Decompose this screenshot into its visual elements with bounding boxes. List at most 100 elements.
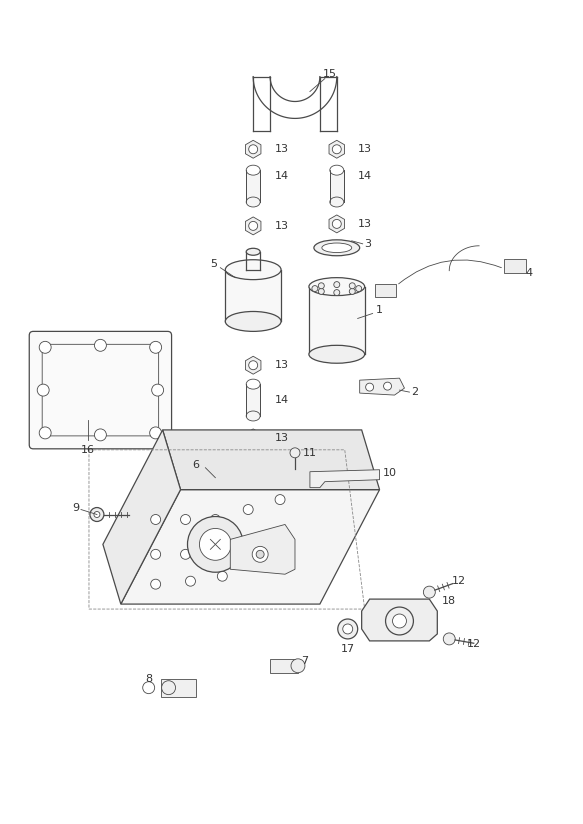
Ellipse shape <box>225 260 281 279</box>
Circle shape <box>210 550 220 559</box>
Text: 14: 14 <box>275 171 289 181</box>
Circle shape <box>332 145 341 154</box>
Ellipse shape <box>246 165 260 176</box>
Text: 6: 6 <box>192 460 199 470</box>
Circle shape <box>150 514 161 524</box>
Ellipse shape <box>322 243 352 253</box>
Circle shape <box>291 659 305 672</box>
Bar <box>309 287 364 354</box>
Circle shape <box>318 288 324 294</box>
Polygon shape <box>361 599 437 641</box>
Circle shape <box>150 550 161 559</box>
Circle shape <box>343 624 353 634</box>
Circle shape <box>392 614 406 628</box>
Circle shape <box>185 576 195 586</box>
FancyBboxPatch shape <box>29 331 171 449</box>
Circle shape <box>181 514 191 524</box>
Circle shape <box>150 427 161 439</box>
Ellipse shape <box>314 240 360 255</box>
Ellipse shape <box>246 248 260 255</box>
Circle shape <box>243 504 253 514</box>
Text: 5: 5 <box>210 259 217 269</box>
Circle shape <box>366 383 374 391</box>
Circle shape <box>243 540 253 550</box>
Circle shape <box>385 607 413 635</box>
Circle shape <box>181 550 191 559</box>
Circle shape <box>384 382 392 390</box>
Text: 1: 1 <box>376 306 383 316</box>
Bar <box>330 171 344 202</box>
Circle shape <box>39 427 51 439</box>
Circle shape <box>338 619 358 639</box>
Circle shape <box>356 286 361 292</box>
Circle shape <box>249 222 258 231</box>
Circle shape <box>423 586 436 598</box>
Circle shape <box>275 494 285 504</box>
Text: 13: 13 <box>357 144 371 154</box>
Circle shape <box>249 145 258 154</box>
Circle shape <box>161 681 175 695</box>
Text: 11: 11 <box>303 447 317 458</box>
Circle shape <box>349 288 355 294</box>
Polygon shape <box>360 378 405 395</box>
Text: 13: 13 <box>357 219 371 229</box>
FancyBboxPatch shape <box>42 344 159 436</box>
Ellipse shape <box>309 278 364 296</box>
Circle shape <box>150 341 161 353</box>
Text: 14: 14 <box>275 395 289 405</box>
Ellipse shape <box>330 197 344 207</box>
Circle shape <box>94 339 106 351</box>
Text: 4: 4 <box>525 268 532 278</box>
Bar <box>246 171 260 202</box>
Circle shape <box>252 546 268 562</box>
Polygon shape <box>245 217 261 235</box>
Circle shape <box>334 282 340 288</box>
Circle shape <box>217 571 227 581</box>
Circle shape <box>152 384 164 396</box>
Ellipse shape <box>246 379 260 389</box>
Polygon shape <box>329 215 345 233</box>
Ellipse shape <box>330 165 344 176</box>
Polygon shape <box>230 524 295 574</box>
Ellipse shape <box>309 345 364 363</box>
Bar <box>246 384 260 416</box>
Circle shape <box>249 361 258 370</box>
Circle shape <box>39 341 51 353</box>
Polygon shape <box>310 470 380 488</box>
Circle shape <box>188 517 243 572</box>
Polygon shape <box>163 430 380 489</box>
Circle shape <box>318 283 324 288</box>
Bar <box>504 259 526 273</box>
Text: 13: 13 <box>275 360 289 370</box>
Text: 12: 12 <box>452 576 466 586</box>
Text: 17: 17 <box>340 644 355 654</box>
Circle shape <box>332 219 341 228</box>
Polygon shape <box>329 140 345 158</box>
Text: 3: 3 <box>364 239 371 249</box>
Ellipse shape <box>225 311 281 331</box>
Bar <box>161 679 196 696</box>
Circle shape <box>199 528 231 560</box>
Circle shape <box>249 433 258 442</box>
Ellipse shape <box>246 197 260 207</box>
Polygon shape <box>245 429 261 447</box>
Circle shape <box>334 289 340 296</box>
Circle shape <box>90 508 104 522</box>
Text: 16: 16 <box>81 445 95 455</box>
Circle shape <box>443 633 455 645</box>
Circle shape <box>94 429 106 441</box>
Polygon shape <box>121 489 380 604</box>
Text: 2: 2 <box>411 387 418 397</box>
Text: 9: 9 <box>72 503 80 513</box>
Bar <box>225 269 281 321</box>
Text: 13: 13 <box>275 433 289 442</box>
Text: 13: 13 <box>275 221 289 231</box>
Text: 12: 12 <box>467 639 481 648</box>
Text: 18: 18 <box>442 596 456 606</box>
Circle shape <box>256 550 264 559</box>
Polygon shape <box>245 140 261 158</box>
Polygon shape <box>245 356 261 374</box>
Circle shape <box>349 283 355 288</box>
Text: 7: 7 <box>301 656 308 666</box>
Circle shape <box>150 579 161 589</box>
